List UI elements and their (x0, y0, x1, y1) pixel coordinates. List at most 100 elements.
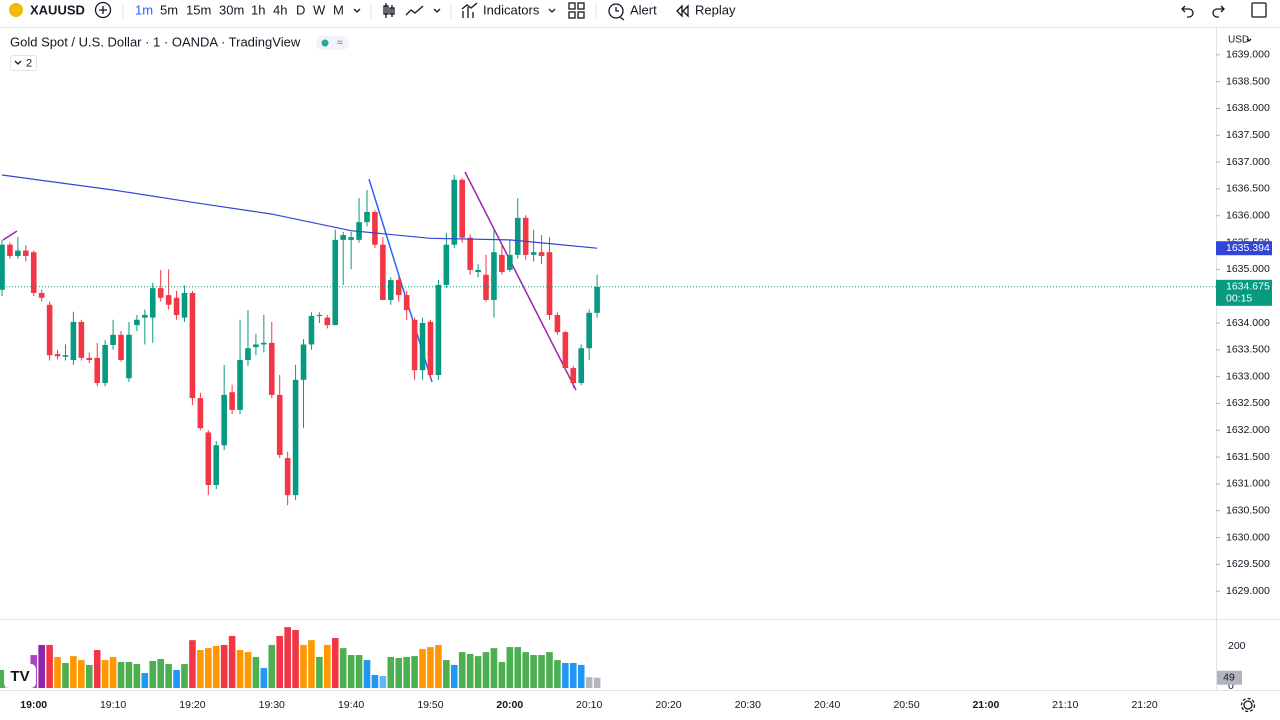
volume-bar (562, 663, 569, 688)
candle-body (459, 179, 466, 238)
x-tick-label: 20:50 (893, 699, 919, 711)
line-type-button[interactable] (405, 5, 424, 16)
replay-icon[interactable] (676, 4, 689, 18)
y-tick-label: 1638.000 (1226, 102, 1270, 114)
y-tick-label: 1635.000 (1226, 263, 1270, 275)
chart-type-menu[interactable] (433, 8, 441, 13)
y-tick-label: 1633.500 (1226, 344, 1270, 356)
interval-button[interactable]: W (313, 2, 326, 17)
moving-average (1, 174, 598, 249)
volume-bar (54, 656, 61, 688)
svg-text:≈: ≈ (337, 38, 343, 49)
candle-body (70, 321, 77, 361)
y-tick-label: 1630.000 (1226, 531, 1270, 543)
x-tick-label: 20:20 (655, 699, 681, 711)
currency-menu[interactable] (1246, 38, 1252, 42)
fullscreen-button[interactable] (1251, 2, 1267, 18)
y-tick-label: 1636.500 (1226, 183, 1270, 195)
compare-button[interactable] (94, 1, 112, 19)
y-tick-label: 1632.500 (1226, 397, 1270, 409)
volume-bar (490, 648, 498, 688)
candle-body (483, 274, 489, 300)
candle-body (134, 319, 140, 326)
candle-body (570, 368, 577, 384)
candle-body (475, 269, 481, 273)
interval-button[interactable]: 4h (273, 2, 287, 17)
candle-body (514, 217, 521, 255)
interval-button[interactable]: 15m (186, 2, 211, 17)
volume-bar (435, 644, 442, 688)
interval-button[interactable]: 1h (251, 2, 265, 17)
y-tick-label: 1639.000 (1226, 49, 1270, 61)
indicators-toggle[interactable]: 2 (10, 55, 37, 71)
volume-bar (228, 635, 236, 688)
volume-bar (458, 652, 466, 688)
volume-bar (316, 656, 323, 688)
settings-button[interactable] (1240, 697, 1256, 713)
interval-button[interactable]: 5m (160, 2, 178, 17)
interval-button[interactable]: 1m (135, 2, 153, 17)
y-tick-label: 1634.000 (1226, 317, 1270, 329)
volume-bar (419, 648, 426, 688)
volume-bar (236, 650, 244, 688)
candle-body (284, 458, 291, 496)
last-price-label-bg (1216, 279, 1272, 306)
candle-body (221, 394, 227, 446)
candle-body (522, 217, 529, 255)
candle-body (62, 355, 69, 357)
candle-body (23, 250, 29, 256)
symbol[interactable]: XAUUSD (30, 2, 85, 17)
interval-button[interactable]: M (333, 2, 344, 17)
undo-button[interactable] (1181, 5, 1194, 18)
x-tick-label: 19:40 (338, 699, 364, 711)
candle-body (102, 344, 108, 384)
y-tick-label: 1629.000 (1226, 585, 1270, 597)
volume-bar (260, 668, 268, 688)
indicators-button[interactable]: Indicators (483, 2, 540, 17)
candle-body (213, 445, 220, 485)
candle-body (38, 292, 45, 298)
candle-body (554, 314, 561, 333)
chart-type-button[interactable] (383, 3, 395, 18)
volume-bar (482, 652, 490, 688)
alert-icon[interactable] (608, 3, 625, 21)
alert-button[interactable]: Alert (630, 2, 657, 17)
legend-status[interactable]: ≈ (316, 36, 349, 50)
currency[interactable]: USD (1228, 35, 1249, 46)
indicators-icon[interactable] (461, 2, 478, 18)
volume-bar (212, 646, 220, 688)
volume-bar (78, 660, 85, 688)
volume-label-bg (1217, 670, 1242, 685)
candle-body (578, 348, 585, 384)
candle-body (276, 394, 283, 455)
layout-button[interactable] (568, 2, 585, 19)
volume-bar (450, 664, 458, 688)
interval-button[interactable]: D (296, 2, 305, 17)
redo-button[interactable] (1212, 5, 1225, 18)
volume-bar (181, 664, 188, 688)
candle-body (173, 297, 180, 315)
volume-bar (379, 676, 387, 688)
interval-button[interactable]: 30m (219, 2, 244, 17)
volume-bar (197, 650, 204, 688)
y-tick-label: 1633.000 (1226, 370, 1270, 382)
replay-button[interactable]: Replay (695, 2, 736, 17)
volume-bar (308, 640, 315, 688)
volume-bar (141, 673, 149, 688)
volume-bar (522, 652, 529, 688)
candle-body (467, 237, 473, 270)
volume-bar (530, 655, 537, 688)
trend-line[interactable] (464, 171, 577, 391)
interval-menu[interactable] (353, 8, 361, 13)
candles (0, 174, 600, 506)
symbol-icon[interactable] (9, 3, 23, 17)
volume-bar (443, 660, 450, 688)
trend-line[interactable] (2, 230, 18, 241)
volume-bar (363, 660, 371, 688)
indicators-menu[interactable] (548, 8, 556, 13)
volume-bar (411, 656, 418, 688)
candle-body (30, 252, 37, 293)
x-tick-label: 19:10 (100, 699, 126, 711)
candle-body (538, 252, 545, 256)
candle-body (499, 254, 505, 273)
